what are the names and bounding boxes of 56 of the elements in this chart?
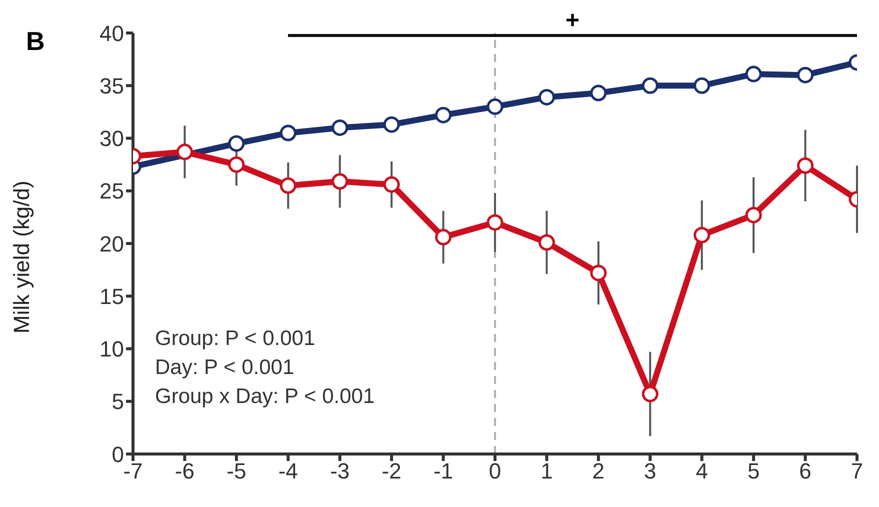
annotation: Group: P < 0.001 xyxy=(155,326,316,352)
x-tick-label: 3 xyxy=(644,458,656,484)
point xyxy=(694,226,710,244)
point xyxy=(797,66,814,84)
y-tick-label: 10 xyxy=(100,336,124,362)
point xyxy=(590,84,607,102)
x-tick-label: -5 xyxy=(226,458,246,484)
x-tick-label: 4 xyxy=(696,458,708,484)
x-tick-label: -6 xyxy=(174,458,194,484)
annotation: + xyxy=(564,7,581,34)
point xyxy=(642,77,658,94)
point xyxy=(642,386,658,402)
annotation: Day: P < 0.001 xyxy=(155,355,296,381)
point xyxy=(694,77,710,94)
point xyxy=(383,116,400,133)
y-tick-label: 30 xyxy=(100,126,124,152)
y-tick-label: 5 xyxy=(112,389,124,414)
x-tick-label: -7 xyxy=(123,458,143,484)
y-tick-label: 15 xyxy=(100,284,124,309)
point xyxy=(538,234,555,251)
x-tick-label: -2 xyxy=(382,458,402,484)
point xyxy=(745,66,762,82)
point xyxy=(435,106,452,124)
point xyxy=(797,157,814,174)
x-tick-label: 2 xyxy=(592,458,605,484)
x-tick-label: -4 xyxy=(278,458,298,484)
x-tick-label: 5 xyxy=(747,458,760,484)
point xyxy=(590,264,607,282)
point xyxy=(435,228,452,246)
point xyxy=(280,124,296,142)
text: B xyxy=(26,26,45,57)
y-tick-label: 40 xyxy=(100,20,124,46)
y-tick-label: 35 xyxy=(100,73,124,98)
annotation: Group x Day: P < 0.001 xyxy=(155,384,375,410)
point xyxy=(228,135,245,152)
point xyxy=(538,88,555,106)
x-tick-label: -1 xyxy=(434,458,454,484)
point xyxy=(745,206,762,224)
point xyxy=(280,177,296,194)
x-tick-label: 0 xyxy=(488,458,502,484)
point xyxy=(486,98,504,115)
point xyxy=(176,144,193,160)
point xyxy=(332,173,348,190)
point xyxy=(228,156,245,173)
point xyxy=(486,214,504,231)
x-tick-label: 7 xyxy=(850,458,864,484)
y-tick-label: 25 xyxy=(100,178,124,204)
point xyxy=(332,119,348,136)
x-tick-label: 6 xyxy=(799,458,812,484)
x-tick-label: 1 xyxy=(540,458,553,484)
y-tick-label: 20 xyxy=(100,231,124,256)
y-tick-label: 0 xyxy=(112,442,124,467)
x-tick-label: -3 xyxy=(330,458,350,484)
significance-bracket: + xyxy=(288,9,857,39)
y-axis-title: Milk yield (kg/d) xyxy=(8,180,34,334)
point xyxy=(383,176,400,193)
